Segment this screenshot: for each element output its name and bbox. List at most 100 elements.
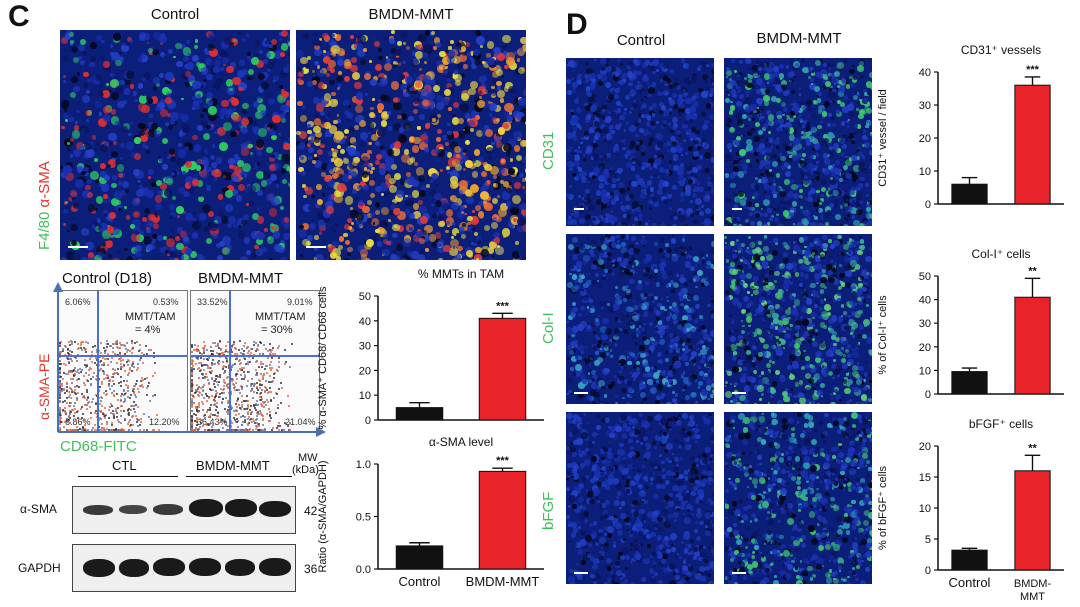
scale-bar: [306, 246, 326, 248]
chart-asma-level: α-SMA level Ratio (α-SMA/GAPDH) 0.0 0.5 1.0 C…: [317, 435, 544, 589]
category-label-0: Control: [949, 575, 991, 590]
chart-col-cells: Col-I⁺ cells % of Col-I⁺ cells 0 10 20 30 40 50…: [877, 247, 1064, 401]
row-bfgf-label: bFGF: [540, 491, 557, 530]
asma-stain-label: α-SMA: [36, 161, 53, 208]
y-tick-label: 0: [925, 565, 931, 577]
panel-d-control-title: Control: [616, 32, 666, 49]
category-label-1: BMDM-: [1014, 578, 1052, 590]
y-tick-label: 10: [919, 503, 931, 515]
flow-bmdm-q4: 21.04%: [285, 417, 316, 427]
blot-row-gapdh-mw: 36: [304, 562, 318, 576]
bmdm-f480-asma-micrograph: [296, 30, 526, 260]
y-tick-label: 40: [919, 295, 931, 307]
y-tick-label: 30: [359, 341, 371, 353]
panel-d-letter: D: [566, 8, 588, 41]
chart-cd31-vessels: CD31⁺ vessels CD31⁺ vessel / field 0 10 20 30…: [877, 43, 1064, 211]
bfgf-bmdm-micrograph: [724, 412, 872, 584]
y-tick-label: 1.0: [356, 459, 371, 471]
significance-label: ***: [496, 300, 510, 312]
chart-ylabel: CD31⁺ vessel / field: [877, 89, 889, 187]
blot-kda-label: (kDa): [292, 464, 319, 476]
blot-bmdm-bracket: [186, 476, 292, 477]
scale-bar: [574, 208, 584, 210]
chart-ylabel: % α-SMA⁺ CD68/ CD68 cells: [317, 286, 329, 429]
chart-ylabel: % of Col-I⁺ cells: [877, 295, 889, 375]
y-tick-label: 50: [359, 291, 371, 303]
y-tick-label: 30: [919, 318, 931, 330]
y-tick-label: 20: [919, 133, 931, 145]
bar-1: [478, 317, 527, 421]
category-label-1: BMDM-MMT: [466, 574, 540, 589]
y-tick-label: 10: [359, 390, 371, 402]
cd31-bmdm-micrograph: [724, 58, 872, 226]
significance-label: ***: [1026, 64, 1040, 76]
chart-ylabel: Ratio (α-SMA/GAPDH): [317, 460, 329, 572]
flow-control-ratio-1: MMT/TAM: [125, 311, 176, 323]
y-tick-label: 5: [925, 534, 931, 546]
flow-bmdm-ratio-1: MMT/TAM: [255, 311, 306, 323]
scale-bar: [732, 208, 742, 210]
flow-control-q2: 0.53%: [153, 297, 179, 307]
y-tick-label: 15: [919, 472, 931, 484]
panel-d-bmdm-title: BMDM-MMT: [756, 30, 842, 47]
flow-control-q3: 6.86%: [65, 417, 91, 427]
scale-bar: [732, 572, 746, 574]
control-f480-asma-micrograph: [60, 30, 290, 260]
panel-c-control-title: Control: [150, 6, 200, 23]
chart-mmts-in-tam: % MMTs in TAM % α-SMA⁺ CD68/ CD68 cells 0 1…: [317, 267, 544, 429]
y-tick-label: 0: [365, 415, 371, 427]
bar-1: [1014, 470, 1051, 571]
bar-0: [951, 549, 988, 571]
y-tick-label: 0: [925, 199, 931, 211]
category-label-0: Control: [399, 574, 441, 589]
flow-plot-bmdm: 33.52% 9.01% MMT/TAM = 30% 36.43% 21.04%: [190, 290, 320, 432]
scale-bar: [574, 392, 588, 394]
panel-c-stain-label: F4/80 α-SMA: [36, 161, 53, 250]
flow-bmdm-title: BMDM-MMT: [198, 270, 283, 287]
y-tick-label: 40: [359, 316, 371, 328]
blot-row-asma-label: α-SMA: [20, 502, 57, 516]
row-col-label: Col-I: [540, 312, 557, 344]
blot-ctl-label: CTL: [112, 458, 137, 473]
flow-control-title: Control (D18): [62, 270, 153, 287]
flow-axis-arrows: [53, 282, 326, 437]
significance-label: ***: [496, 455, 510, 467]
scale-bar: [574, 572, 588, 574]
panel-c-letter: C: [8, 0, 30, 33]
cd31-control-micrograph: [566, 58, 714, 226]
y-tick-label: 0.0: [356, 564, 371, 576]
row-cd31-label: CD31: [540, 131, 557, 170]
blot-mw-label: MW: [298, 452, 318, 464]
flow-control-ratio-2: = 4%: [135, 324, 161, 336]
significance-label: **: [1028, 265, 1037, 277]
bfgf-control-micrograph: [566, 412, 714, 584]
blot-ctl-bracket: [78, 476, 178, 477]
f480-stain-label: F4/80: [36, 211, 53, 250]
flow-control-q4: 12.20%: [149, 417, 180, 427]
y-tick-label: 10: [919, 166, 931, 178]
y-tick-label: 20: [919, 441, 931, 453]
y-tick-label: 20: [919, 342, 931, 354]
y-tick-label: 30: [919, 100, 931, 112]
panel-c-bmdm-title: BMDM-MMT: [368, 6, 454, 23]
chart-title: α-SMA level: [429, 435, 493, 449]
flow-control-q1: 6.06%: [65, 297, 91, 307]
bar-0: [951, 371, 988, 395]
flow-bmdm-q2: 9.01%: [287, 297, 313, 307]
y-tick-label: 20: [359, 365, 371, 377]
blot-strip-gapdh: [72, 544, 296, 592]
chart-title: Col-I⁺ cells: [971, 247, 1030, 261]
scale-bar: [68, 246, 88, 248]
bar-0: [395, 545, 444, 570]
flow-bmdm-q1: 33.52%: [197, 297, 228, 307]
bar-1: [1014, 84, 1051, 205]
significance-label: **: [1028, 442, 1037, 454]
flow-bmdm-ratio-2: = 30%: [261, 324, 293, 336]
bar-1: [1014, 296, 1051, 395]
chart-bfgf-cells: bFGF⁺ cells % of bFGF⁺ cells 0 5 10 15 20 Contr…: [877, 417, 1064, 603]
blot-row-gapdh-label: GAPDH: [18, 561, 61, 575]
col-bmdm-micrograph: [724, 234, 872, 404]
blot-strip-asma: [72, 486, 296, 534]
chart-ylabel: % of bFGF⁺ cells: [877, 465, 889, 550]
blot-row-asma-mw: 42: [304, 504, 318, 518]
